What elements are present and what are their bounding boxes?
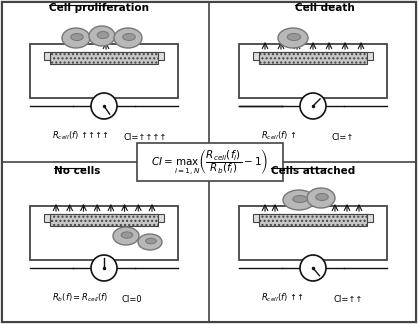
Circle shape	[91, 93, 117, 119]
Ellipse shape	[62, 28, 90, 48]
Ellipse shape	[97, 31, 109, 39]
Bar	[44, 52, 164, 60]
Text: CI=↑↑↑↑: CI=↑↑↑↑	[124, 133, 167, 142]
Text: No cells: No cells	[54, 166, 100, 176]
Bar	[259, 214, 367, 226]
Bar	[44, 214, 164, 222]
Text: CI=↑: CI=↑	[331, 133, 353, 142]
Bar	[30, 206, 178, 260]
Text: CI=↑↑: CI=↑↑	[333, 295, 362, 304]
Text: $CI = \underset{i=1,N}{\max}\left(\dfrac{R_{cell}(f_i)}{R_b(f_i)} - 1\right)$: $CI = \underset{i=1,N}{\max}\left(\dfrac…	[151, 147, 268, 177]
Text: Cells attached: Cells attached	[271, 166, 355, 176]
Ellipse shape	[293, 195, 307, 202]
Ellipse shape	[307, 188, 335, 208]
Text: $R_{cell}(f)$ ↑: $R_{cell}(f)$ ↑	[261, 130, 297, 142]
Bar	[239, 44, 387, 98]
Text: $R_{cell}(f)$ ↑↑: $R_{cell}(f)$ ↑↑	[261, 292, 303, 304]
Bar	[253, 52, 373, 60]
Ellipse shape	[71, 33, 83, 40]
Bar	[253, 214, 373, 222]
Circle shape	[91, 255, 117, 281]
Bar	[50, 214, 158, 226]
Ellipse shape	[278, 28, 308, 48]
Ellipse shape	[114, 28, 142, 48]
Ellipse shape	[123, 33, 135, 40]
Bar	[239, 206, 387, 260]
Text: CI=0: CI=0	[122, 295, 143, 304]
Circle shape	[300, 255, 326, 281]
Ellipse shape	[138, 234, 162, 250]
Text: Cell proliferation: Cell proliferation	[49, 3, 149, 13]
Ellipse shape	[316, 193, 328, 201]
Bar	[30, 44, 178, 98]
Circle shape	[300, 93, 326, 119]
Ellipse shape	[113, 227, 139, 245]
Ellipse shape	[89, 26, 115, 46]
Bar	[259, 52, 367, 64]
FancyBboxPatch shape	[137, 143, 283, 181]
Bar	[50, 52, 158, 64]
Ellipse shape	[287, 33, 301, 40]
Text: $R_{cell}(f)$ ↑↑↑↑: $R_{cell}(f)$ ↑↑↑↑	[52, 130, 109, 142]
Ellipse shape	[145, 238, 156, 244]
Ellipse shape	[283, 190, 315, 210]
Text: $R_b(f) = R_{cell}(f)$: $R_b(f) = R_{cell}(f)$	[52, 292, 109, 304]
Text: Cell death: Cell death	[295, 3, 355, 13]
Ellipse shape	[121, 232, 133, 238]
